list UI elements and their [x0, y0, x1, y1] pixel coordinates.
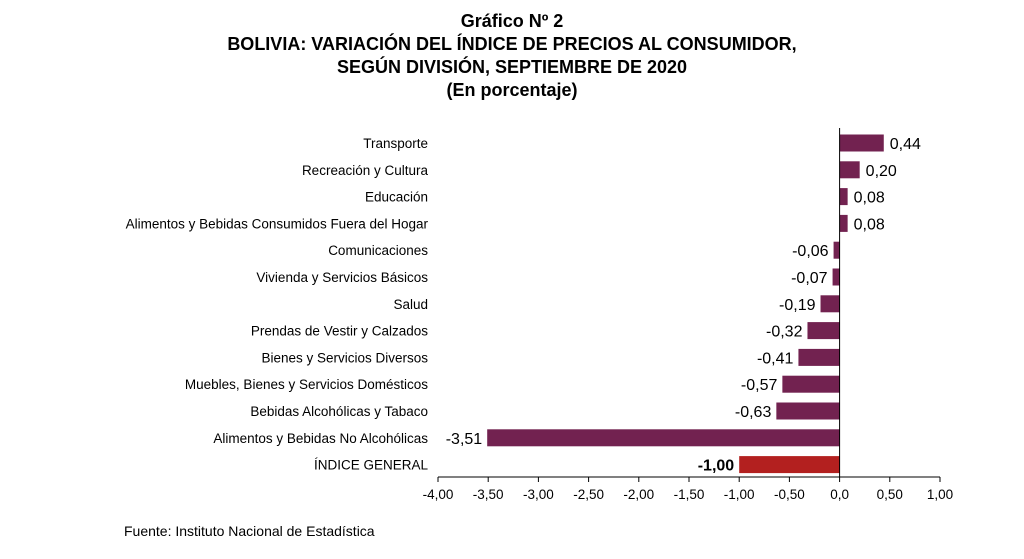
category-label-3: Alimentos y Bebidas Consumidos Fuera del…	[126, 216, 429, 231]
x-tick-label-10: 1,00	[927, 487, 953, 502]
bar-7	[807, 322, 840, 340]
category-label-12: ÍNDICE GENERAL	[314, 458, 429, 473]
category-label-11: Alimentos y Bebidas No Alcohólicas	[213, 431, 428, 446]
bar-5	[832, 268, 840, 286]
x-tick-label-8: 0,0	[830, 487, 849, 502]
bar-1	[839, 161, 860, 179]
x-tick-label-9: 0,50	[877, 487, 903, 502]
category-label-8: Bienes y Servicios Diversos	[261, 350, 428, 365]
x-tick-label-7: -0,50	[774, 487, 805, 502]
chart-title-line-3: SEGÚN DIVISIÓN, SEPTIEMBRE DE 2020	[336, 57, 688, 77]
category-label-0: Transporte	[363, 136, 428, 151]
x-tick-label-2: -3,00	[523, 487, 554, 502]
x-tick-label-4: -2,00	[623, 487, 654, 502]
data-label-1: 0,20	[866, 163, 897, 180]
data-label-5: -0,07	[791, 270, 828, 287]
data-label-2: 0,08	[854, 190, 885, 207]
category-label-7: Prendas de Vestir y Calzados	[251, 324, 428, 339]
category-label-9: Muebles, Bienes y Servicios Domésticos	[185, 377, 428, 392]
bar-8	[798, 348, 840, 366]
data-label-10: -0,63	[735, 404, 772, 421]
data-label-6: -0,19	[779, 297, 816, 314]
bar-3	[839, 214, 848, 232]
bar-12	[739, 456, 840, 474]
category-label-10: Bebidas Alcohólicas y Tabaco	[250, 404, 428, 419]
category-label-1: Recreación y Cultura	[302, 163, 429, 178]
category-label-6: Salud	[393, 297, 428, 312]
chart-subtitle: (En porcentaje)	[446, 80, 578, 100]
category-label-2: Educación	[365, 190, 428, 205]
bar-4	[833, 241, 840, 259]
bar-0	[839, 134, 884, 152]
data-label-4: -0,06	[792, 243, 829, 260]
bar-2	[839, 188, 848, 206]
x-tick-label-5: -1,50	[674, 487, 705, 502]
bar-9	[782, 375, 840, 393]
data-label-3: 0,08	[854, 216, 885, 233]
chart-title-line-1: Gráfico Nº 2	[460, 11, 564, 31]
chart-title-line-2: BOLIVIA: VARIACIÓN DEL ÍNDICE DE PRECIOS…	[227, 34, 797, 54]
category-label-5: Vivienda y Servicios Básicos	[256, 270, 428, 285]
bar-10	[776, 402, 840, 420]
bar-11	[487, 429, 840, 447]
x-tick-label-3: -2,50	[573, 487, 604, 502]
data-label-11: -3,51	[446, 431, 483, 448]
bar-6	[820, 295, 840, 313]
x-tick-label-0: -4,00	[423, 487, 454, 502]
data-label-0: 0,44	[890, 136, 921, 153]
data-label-12: -1,00	[698, 458, 735, 475]
x-tick-label-1: -3,50	[473, 487, 504, 502]
data-label-9: -0,57	[741, 377, 778, 394]
x-tick-label-6: -1,00	[724, 487, 755, 502]
data-label-7: -0,32	[766, 324, 803, 341]
source-note: Fuente: Instituto Nacional de Estadístic…	[124, 523, 375, 539]
data-label-8: -0,41	[757, 350, 794, 367]
category-label-4: Comunicaciones	[328, 243, 428, 258]
chart-title-block: Gráfico Nº 2 BOLIVIA: VARIACIÓN DEL ÍNDI…	[0, 10, 1024, 102]
